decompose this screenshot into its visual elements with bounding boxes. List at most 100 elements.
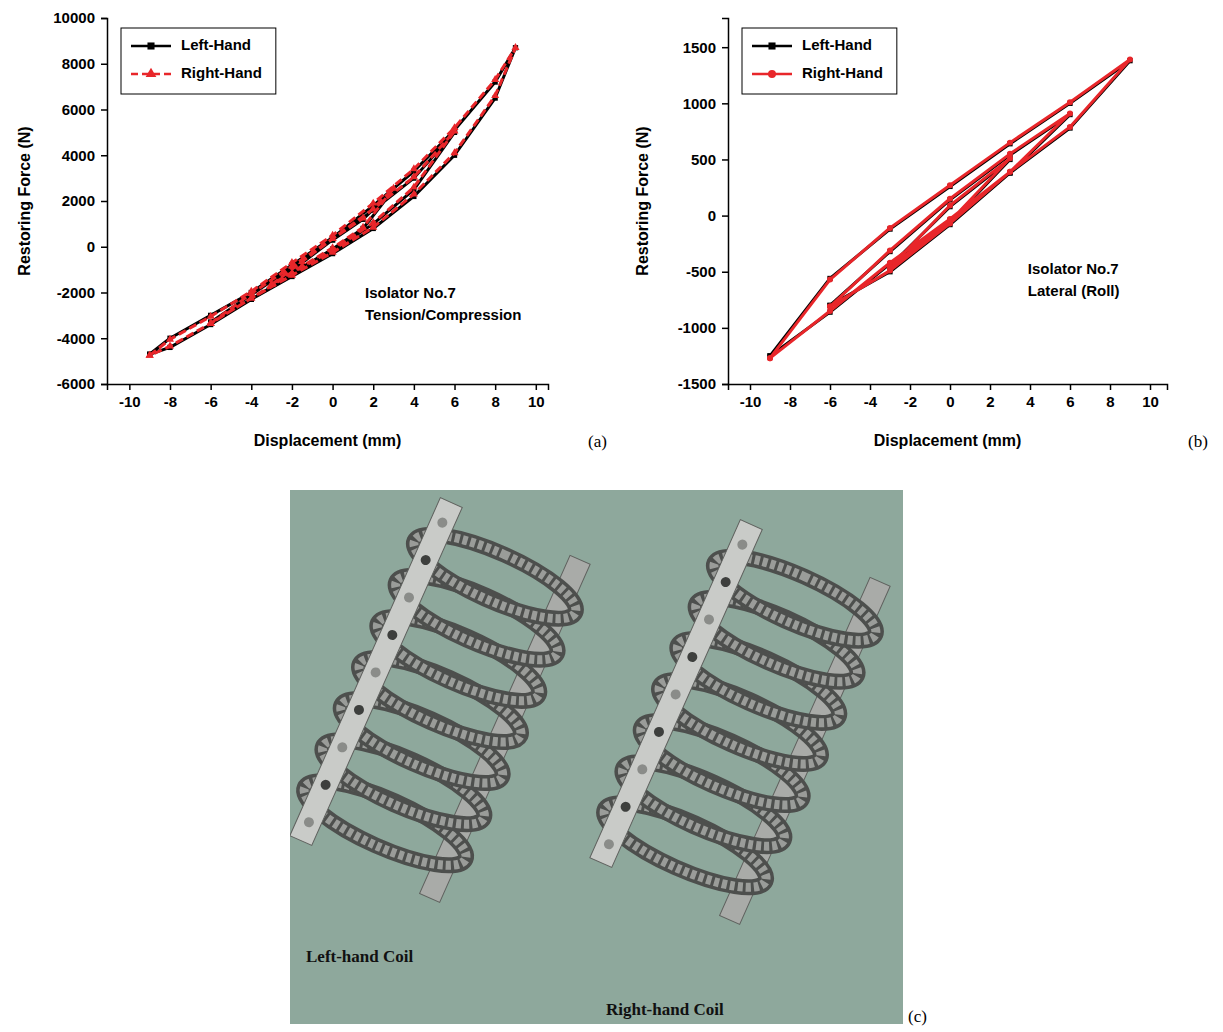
- y-tick-label: 6000: [62, 101, 95, 118]
- y-tick-label: -1000: [678, 319, 716, 336]
- y-tick-mark: [101, 384, 107, 386]
- series-marker: [947, 182, 953, 188]
- y-tick-mark: [101, 201, 107, 203]
- series-marker: [767, 355, 773, 361]
- y-tick-label: 1000: [683, 95, 716, 112]
- series-marker: [146, 351, 154, 358]
- figure: -10-8-6-4-20246810-6000-4000-20000200040…: [0, 0, 1223, 1032]
- series-marker: [491, 91, 499, 98]
- series-marker: [887, 264, 893, 270]
- isolator: [290, 495, 596, 905]
- x-axis: -10-8-6-4-20246810: [729, 384, 1168, 410]
- series-marker: [1067, 110, 1073, 116]
- x-tick-mark: [1150, 384, 1152, 390]
- bolt-hole: [686, 650, 699, 663]
- series-marker: [268, 280, 276, 287]
- y-tick: -1000: [678, 319, 728, 336]
- series-marker: [827, 304, 833, 310]
- x-tick: 10: [528, 384, 545, 410]
- x-tick-mark: [454, 384, 456, 390]
- y-tick-label: 2000: [62, 192, 95, 209]
- series-marker: [491, 75, 499, 82]
- y-tick-label: -500: [686, 263, 716, 280]
- series-marker: [207, 319, 215, 326]
- y-tick-mark: [101, 338, 107, 340]
- x-tick-label: -8: [164, 393, 177, 410]
- y-tick-label: 10000: [53, 9, 95, 26]
- y-tick-mark: [722, 159, 728, 161]
- x-tick-mark: [1070, 384, 1072, 390]
- y-tick: -6000: [57, 375, 107, 392]
- x-tick-mark: [292, 384, 294, 390]
- y-tick: -500: [686, 263, 728, 280]
- series-marker: [947, 196, 953, 202]
- series-marker: [369, 204, 377, 211]
- x-tick-mark: [750, 384, 752, 390]
- x-tick-label: 4: [410, 393, 419, 410]
- bolt-hole: [652, 725, 665, 738]
- bolt-hole: [636, 763, 649, 776]
- series: [767, 58, 1132, 359]
- y-axis-line: [101, 19, 108, 385]
- chart-panel: -10-8-6-4-20246810-6000-4000-20000200040…: [53, 9, 548, 449]
- x-tick-mark: [1030, 384, 1032, 390]
- x-tick-mark: [170, 384, 172, 390]
- photo-art: [290, 495, 896, 927]
- y-tick: 0: [708, 207, 728, 224]
- legend-marker: [146, 68, 157, 77]
- x-tick-mark: [536, 384, 538, 390]
- y-tick: 4000: [62, 147, 107, 164]
- y-tick: 1500: [683, 38, 728, 55]
- x-tick: -10: [119, 384, 141, 410]
- x-tick-mark: [373, 384, 375, 390]
- legend-box: [742, 28, 897, 94]
- x-axis-title: Displacement (mm): [254, 432, 402, 449]
- x-axis-line: [729, 385, 1168, 391]
- series-marker: [1007, 169, 1013, 175]
- x-tick-label: 6: [1066, 393, 1074, 410]
- y-tick-label: -1500: [678, 375, 716, 392]
- legend-box: [121, 28, 276, 94]
- series-marker: [410, 164, 418, 171]
- series-marker: [207, 319, 215, 326]
- series-marker: [359, 223, 367, 230]
- x-tick-label: -6: [204, 393, 217, 410]
- y-tick: 500: [691, 151, 728, 168]
- legend-entry: Right-Hand: [752, 64, 883, 81]
- photo-background: [290, 490, 903, 1024]
- x-tick: -4: [864, 384, 878, 410]
- y-tick-label: 0: [87, 238, 95, 255]
- series-marker: [410, 183, 418, 190]
- x-tick: -6: [204, 384, 217, 410]
- x-tick-mark: [1110, 384, 1112, 390]
- y-tick-mark: [722, 271, 728, 273]
- legend-marker: [768, 70, 776, 78]
- x-tick-label: 8: [491, 393, 499, 410]
- x-tick-label: -2: [904, 393, 917, 410]
- x-tick: 4: [1026, 384, 1035, 410]
- x-tick: 8: [491, 384, 499, 410]
- series-marker: [947, 203, 953, 209]
- y-axis-title: Restoring Force (N): [634, 126, 651, 275]
- x-tick: -8: [784, 384, 797, 410]
- photo-label: Left-hand Coil: [306, 947, 413, 966]
- series-marker: [268, 280, 276, 287]
- x-tick-label: -8: [784, 393, 797, 410]
- x-tick-label: -10: [119, 393, 141, 410]
- y-tick-mark: [722, 47, 728, 49]
- y-tick: 0: [87, 238, 107, 255]
- series-marker: [298, 262, 306, 269]
- photo-label: Right-hand Coil: [606, 1000, 724, 1019]
- isolator-top-bar: [590, 520, 762, 868]
- series-marker: [146, 351, 154, 358]
- y-tick-label: 8000: [62, 55, 95, 72]
- x-tick-mark: [414, 384, 416, 390]
- legend-label: Left-Hand: [802, 36, 872, 53]
- y-tick-mark: [722, 384, 728, 386]
- series-marker: [1067, 124, 1073, 130]
- series-marker: [450, 148, 458, 155]
- x-tick-mark: [790, 384, 792, 390]
- x-tick-mark: [910, 384, 912, 390]
- x-tick-label: 0: [946, 393, 954, 410]
- bolt-hole: [419, 553, 432, 566]
